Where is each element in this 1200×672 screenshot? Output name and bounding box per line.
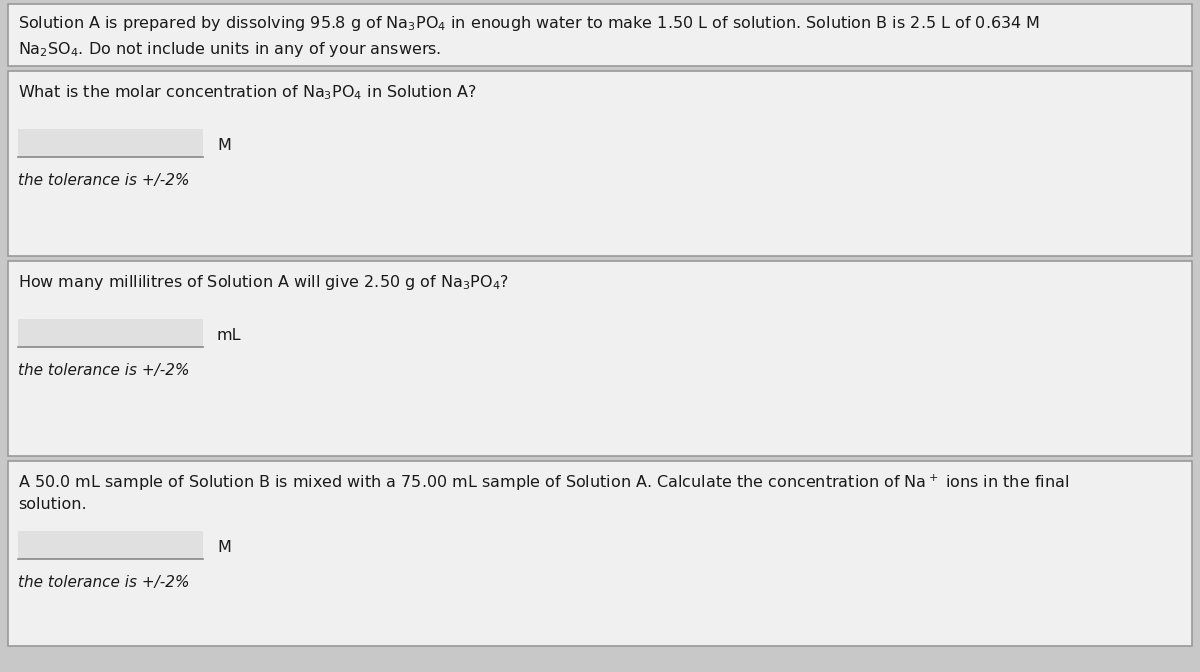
Bar bbox=[8, 461, 1192, 646]
Text: What is the molar concentration of Na$_3$PO$_4$ in Solution A?: What is the molar concentration of Na$_3… bbox=[18, 83, 476, 101]
Bar bbox=[18, 129, 203, 157]
Bar bbox=[8, 71, 1192, 256]
Text: Na$_2$SO$_4$. Do not include units in any of your answers.: Na$_2$SO$_4$. Do not include units in an… bbox=[18, 40, 442, 59]
Bar bbox=[18, 531, 203, 559]
Text: solution.: solution. bbox=[18, 497, 86, 512]
Bar bbox=[18, 319, 203, 347]
Bar bbox=[8, 261, 1192, 456]
Text: How many millilitres of Solution A will give 2.50 g of Na$_3$PO$_4$?: How many millilitres of Solution A will … bbox=[18, 273, 509, 292]
Text: the tolerance is +/-2%: the tolerance is +/-2% bbox=[18, 173, 190, 188]
Text: the tolerance is +/-2%: the tolerance is +/-2% bbox=[18, 363, 190, 378]
Text: M: M bbox=[217, 540, 230, 555]
Bar bbox=[8, 4, 1192, 66]
Text: M: M bbox=[217, 138, 230, 153]
Text: the tolerance is +/-2%: the tolerance is +/-2% bbox=[18, 575, 190, 590]
Text: Solution A is prepared by dissolving 95.8 g of Na$_3$PO$_4$ in enough water to m: Solution A is prepared by dissolving 95.… bbox=[18, 14, 1040, 33]
Text: A 50.0 mL sample of Solution B is mixed with a 75.00 mL sample of Solution A. Ca: A 50.0 mL sample of Solution B is mixed … bbox=[18, 473, 1069, 493]
Text: mL: mL bbox=[217, 328, 241, 343]
